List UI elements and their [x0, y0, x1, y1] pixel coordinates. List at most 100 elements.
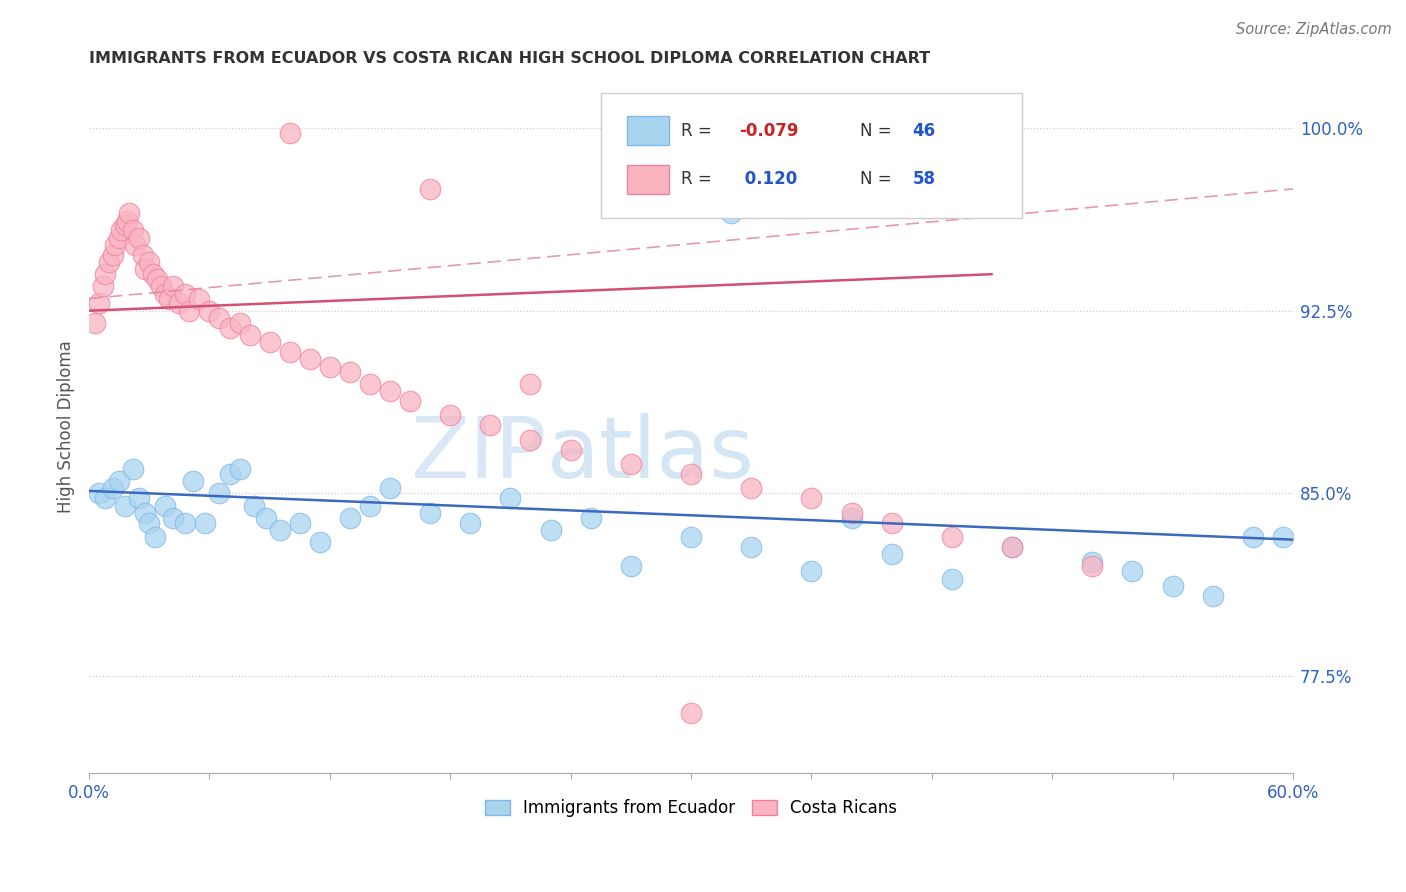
Point — [499, 491, 522, 506]
Point — [157, 292, 180, 306]
Point — [155, 286, 177, 301]
Text: 0.120: 0.120 — [740, 170, 797, 188]
Point — [339, 365, 361, 379]
Point — [1202, 589, 1225, 603]
Text: 58: 58 — [912, 170, 935, 188]
Point — [98, 255, 121, 269]
Point — [880, 547, 903, 561]
Point — [150, 279, 173, 293]
Point — [278, 126, 301, 140]
Point — [841, 510, 863, 524]
Point — [183, 474, 205, 488]
Point — [162, 510, 184, 524]
Text: R =: R = — [682, 121, 717, 140]
Point — [519, 376, 541, 391]
Point — [298, 352, 321, 367]
Point — [87, 486, 110, 500]
Point — [1121, 564, 1143, 578]
Text: 46: 46 — [912, 121, 935, 140]
Point — [519, 433, 541, 447]
Point — [108, 474, 131, 488]
Point — [128, 491, 150, 506]
Point — [399, 393, 422, 408]
Point — [114, 219, 136, 233]
Text: atlas: atlas — [547, 413, 755, 496]
Text: -0.079: -0.079 — [740, 121, 799, 140]
Point — [800, 564, 823, 578]
Point — [169, 296, 191, 310]
Point — [174, 516, 197, 530]
Point — [138, 516, 160, 530]
Point — [155, 499, 177, 513]
Point — [134, 262, 156, 277]
Text: N =: N = — [859, 121, 897, 140]
Point — [122, 223, 145, 237]
Point — [679, 706, 702, 720]
Point — [1001, 540, 1024, 554]
Point — [679, 467, 702, 481]
Point — [439, 409, 461, 423]
Point — [458, 516, 481, 530]
Point — [208, 311, 231, 326]
Point — [880, 516, 903, 530]
Point — [540, 523, 562, 537]
Point — [218, 467, 240, 481]
Point — [1081, 555, 1104, 569]
Point — [142, 267, 165, 281]
Point — [218, 320, 240, 334]
Legend: Immigrants from Ecuador, Costa Ricans: Immigrants from Ecuador, Costa Ricans — [478, 793, 904, 824]
Point — [162, 279, 184, 293]
Text: ZIP: ZIP — [411, 413, 547, 496]
Point — [84, 316, 107, 330]
Point — [419, 182, 441, 196]
Point — [479, 418, 502, 433]
Point — [308, 535, 330, 549]
Point — [194, 516, 217, 530]
Point — [620, 457, 643, 471]
Point — [359, 499, 381, 513]
Point — [1271, 530, 1294, 544]
Text: R =: R = — [682, 170, 717, 188]
Point — [91, 279, 114, 293]
Point — [740, 540, 762, 554]
FancyBboxPatch shape — [627, 116, 669, 145]
Point — [941, 530, 963, 544]
Point — [378, 482, 401, 496]
Point — [110, 223, 132, 237]
Point — [94, 491, 117, 506]
Point — [138, 255, 160, 269]
Point — [800, 491, 823, 506]
Point — [87, 296, 110, 310]
Point — [134, 506, 156, 520]
FancyBboxPatch shape — [627, 165, 669, 194]
Point — [941, 572, 963, 586]
Point — [1001, 540, 1024, 554]
Point — [269, 523, 291, 537]
Text: N =: N = — [859, 170, 897, 188]
Point — [174, 286, 197, 301]
Point — [143, 530, 166, 544]
Point — [108, 230, 131, 244]
Point — [319, 359, 342, 374]
Point — [339, 510, 361, 524]
Point — [679, 530, 702, 544]
Text: IMMIGRANTS FROM ECUADOR VS COSTA RICAN HIGH SCHOOL DIPLOMA CORRELATION CHART: IMMIGRANTS FROM ECUADOR VS COSTA RICAN H… — [89, 51, 931, 66]
Point — [128, 230, 150, 244]
FancyBboxPatch shape — [600, 94, 1022, 219]
Point — [132, 248, 155, 262]
Point — [378, 384, 401, 398]
Point — [620, 559, 643, 574]
Point — [278, 345, 301, 359]
Point — [579, 510, 602, 524]
Point — [254, 510, 277, 524]
Point — [419, 506, 441, 520]
Point — [1241, 530, 1264, 544]
Point — [740, 482, 762, 496]
Text: Source: ZipAtlas.com: Source: ZipAtlas.com — [1236, 22, 1392, 37]
Point — [208, 486, 231, 500]
Point — [146, 272, 169, 286]
Point — [242, 499, 264, 513]
Point — [104, 238, 127, 252]
Point — [179, 303, 201, 318]
Point — [239, 328, 262, 343]
